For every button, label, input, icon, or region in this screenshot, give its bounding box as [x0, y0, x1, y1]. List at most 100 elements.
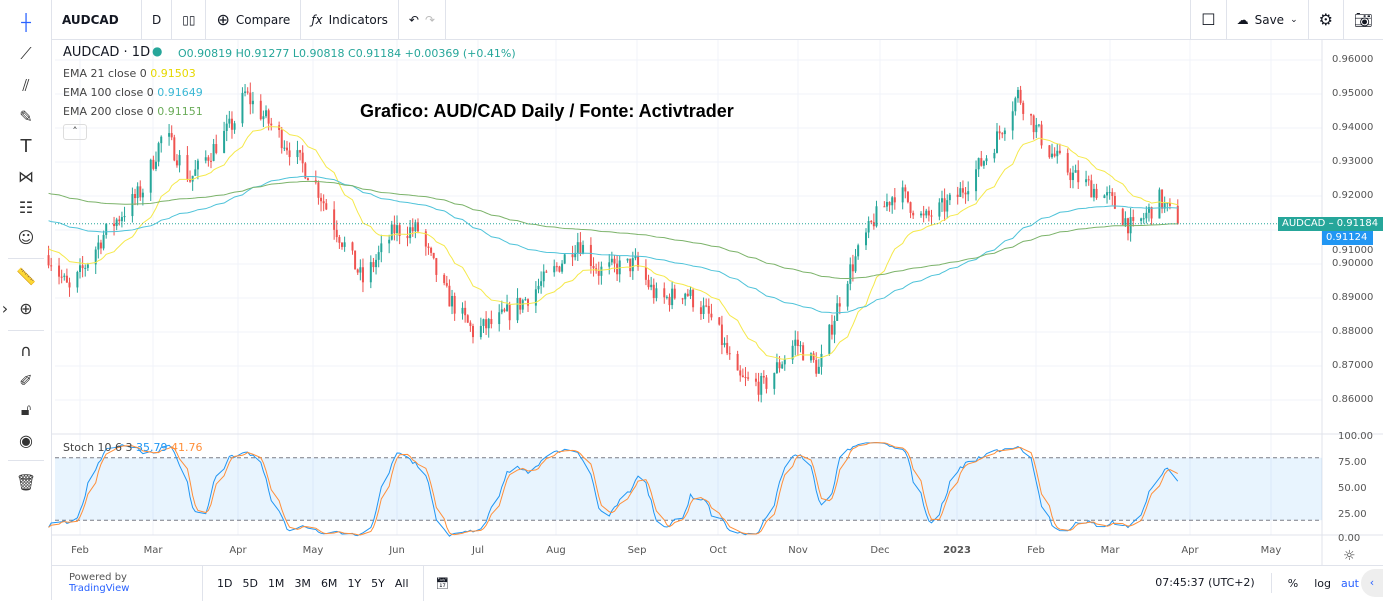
candle-body	[783, 359, 786, 365]
left-toolbar: ┼ ⟋ ⫽ ✎ T ⋈ ☷ ☺ 📏 ⊕ › ∩ ✐ 🔓︎ ◉ 🗑︎	[0, 0, 52, 600]
ruler-icon[interactable]: 📏	[16, 266, 36, 286]
candle-body	[154, 161, 157, 169]
range-button-5y[interactable]: 5Y	[371, 576, 385, 590]
symbol-search-button[interactable]: AUDCAD	[52, 0, 142, 40]
undo-icon[interactable]: ↶	[408, 12, 419, 27]
candle-body	[461, 307, 464, 314]
candles-icon: ▯▯	[182, 12, 196, 27]
candle-body	[427, 246, 430, 248]
time-tick: Oct	[709, 545, 727, 556]
gear-icon: ⚙	[1318, 10, 1333, 29]
price-tick: 0.86000	[1332, 394, 1374, 405]
candle-body	[571, 254, 574, 258]
range-button-3m[interactable]: 3M	[294, 576, 311, 590]
candle-body	[194, 169, 197, 176]
time-tick: Feb	[1027, 545, 1045, 556]
candle-body	[105, 223, 108, 235]
lock-icon[interactable]: 🔓︎	[20, 400, 32, 419]
brush-icon[interactable]: ✎	[19, 106, 33, 126]
candle-body	[820, 353, 823, 367]
candle-body	[634, 256, 637, 259]
candle-body	[1056, 150, 1059, 157]
stoch-d-line	[48, 442, 1179, 536]
candle-body	[846, 283, 849, 307]
text-icon[interactable]: T	[20, 135, 32, 157]
fullscreen-button[interactable]: ☐	[1190, 0, 1227, 40]
candle-body	[451, 295, 454, 307]
redo-icon[interactable]: ↷	[424, 12, 436, 27]
indicators-button[interactable]: ƒx Indicators	[301, 0, 399, 40]
candle-body	[608, 262, 611, 267]
top-toolbar: AUDCAD D ▯▯ ⊕ Compare ƒx Indicators ↶ ↷ ☐ ☁…	[52, 0, 1383, 40]
compare-button[interactable]: ⊕ Compare	[206, 0, 302, 40]
tradingview-link[interactable]: TradingView	[69, 583, 130, 594]
candle-body	[1168, 202, 1171, 206]
candle-body	[393, 224, 396, 234]
lock-drawing-icon[interactable]: ✐	[19, 370, 33, 390]
interval-button[interactable]: D	[142, 0, 173, 40]
save-button[interactable]: ☁ Save ⌄	[1227, 0, 1309, 40]
candle-body	[1087, 179, 1090, 181]
candle-body	[870, 221, 873, 223]
candle-body	[320, 197, 323, 202]
pitchfork-icon[interactable]: ⫽	[22, 76, 30, 95]
crosshair-icon[interactable]: ┼	[21, 12, 31, 32]
candle-body	[689, 289, 692, 296]
percent-toggle[interactable]: %	[1287, 576, 1299, 590]
candle-body	[885, 201, 888, 207]
candle-body	[469, 322, 472, 326]
candle-body	[212, 144, 215, 161]
range-button-all[interactable]: All	[394, 576, 409, 590]
magnet-icon[interactable]: ∩	[20, 340, 32, 360]
log-toggle[interactable]: log	[1314, 576, 1331, 590]
candle-body	[744, 377, 747, 379]
range-button-1m[interactable]: 1M	[267, 576, 285, 590]
candle-body	[1053, 153, 1056, 157]
candle-body	[267, 110, 270, 124]
candle-body	[398, 225, 401, 236]
overlay-title: Grafico: AUD/CAD Daily / Fonte: Activtra…	[360, 101, 734, 121]
trend-line-icon[interactable]: ⟋	[20, 44, 32, 63]
zoom-in-icon[interactable]: ⊕	[19, 298, 33, 318]
axis-settings-icon[interactable]: ☼	[1343, 548, 1356, 564]
candle-body	[377, 252, 380, 260]
expand-chevron-icon[interactable]: ›	[1, 298, 9, 318]
emoji-icon[interactable]: ☺	[17, 227, 35, 247]
chart-type-button[interactable]: ▯▯	[172, 0, 207, 40]
candle-body	[977, 158, 980, 170]
ema200-legend[interactable]: EMA 200 close 0 0.91151	[63, 105, 203, 118]
price-tick: 0.92000	[1332, 190, 1374, 201]
candle-body	[1161, 189, 1164, 209]
range-button-1y[interactable]: 1Y	[347, 576, 362, 590]
range-button-5d[interactable]: 5D	[242, 576, 258, 590]
range-button-6m[interactable]: 6M	[320, 576, 338, 590]
trash-icon[interactable]: 🗑︎	[15, 472, 37, 492]
candle-body	[99, 242, 102, 249]
forecast-icon[interactable]: ☷	[18, 197, 34, 217]
range-button-1d[interactable]: 1D	[217, 576, 233, 590]
collapse-panel-icon[interactable]: ‹	[1361, 569, 1383, 597]
collapse-legend-button[interactable]: ˄	[63, 124, 87, 140]
candle-body	[409, 227, 412, 239]
snapshot-button[interactable]: 📷︎	[1344, 0, 1383, 40]
ema100-legend[interactable]: EMA 100 close 0 0.91649	[63, 86, 203, 99]
stoch-legend[interactable]: Stoch 10 6 3 35.79 41.76	[63, 441, 203, 454]
goto-date-icon[interactable]: 📅︎	[422, 565, 449, 601]
eye-icon[interactable]: ◉	[19, 430, 33, 450]
candle-body	[487, 318, 490, 329]
auto-toggle[interactable]: aut	[1340, 576, 1359, 590]
candle-body	[644, 266, 647, 280]
candle-body	[341, 242, 343, 247]
candle-body	[728, 353, 731, 355]
candle-body	[946, 200, 949, 212]
candle-body	[453, 295, 456, 314]
candle-body	[922, 213, 925, 216]
candle-body	[794, 339, 797, 346]
ema21-legend[interactable]: EMA 21 close 0 0.91503	[63, 67, 196, 80]
pattern-icon[interactable]: ⋈	[18, 166, 34, 186]
candle-body	[865, 232, 867, 246]
candle-body	[157, 143, 160, 162]
stoch-tick: 0.00	[1338, 533, 1361, 544]
settings-button[interactable]: ⚙	[1309, 0, 1344, 40]
